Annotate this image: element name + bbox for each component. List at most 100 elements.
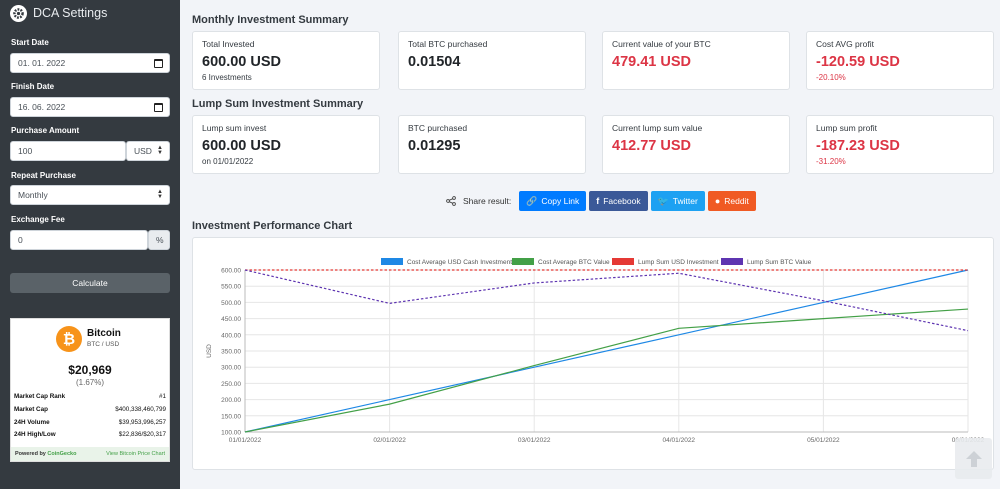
card-label: Current value of your BTC <box>612 39 711 49</box>
lump-summary-title: Lump Sum Investment Summary <box>192 98 364 110</box>
purchase-amount-input[interactable]: 100 <box>10 141 126 161</box>
card-label: Total BTC purchased <box>408 39 488 49</box>
card-value: 600.00 USD <box>202 54 281 70</box>
purchase-amount-value: 100 <box>18 146 33 156</box>
lump-sum-invest-card: Lump sum invest 600.00 USD on 01/01/2022 <box>192 115 380 174</box>
y-tick-label: 250.00 <box>221 381 241 388</box>
series-line-2 <box>244 308 969 433</box>
finish-date-input[interactable]: 16. 06. 2022 <box>10 97 170 117</box>
view-chart-link[interactable]: View Bitcoin Price Chart <box>106 451 165 457</box>
sidebar-title: DCA Settings <box>33 6 108 20</box>
y-tick-label: 400.00 <box>221 332 241 339</box>
sidebar: DCA Settings Start Date 01. 01. 2022 Fin… <box>0 0 180 489</box>
facebook-icon: f <box>596 196 600 206</box>
row-value: $39,953,996,257 <box>118 419 166 426</box>
row-value: $22,836/$20,317 <box>118 431 166 438</box>
card-value: 0.01295 <box>408 138 461 154</box>
share-icon <box>446 196 456 206</box>
calendar-icon[interactable] <box>154 103 163 112</box>
legend-swatch <box>512 258 534 265</box>
percent-addon: % <box>148 230 170 250</box>
card-value: 600.00 USD <box>202 138 281 154</box>
y-tick-label: 550.00 <box>221 284 241 291</box>
current-lump-sum-card: Current lump sum value 412.77 USD <box>602 115 790 174</box>
card-sub: -20.10% <box>816 73 846 82</box>
x-tick-label: 04/01/2022 <box>663 437 696 444</box>
facebook-button[interactable]: f Facebook <box>589 191 648 211</box>
bitcoin-logo-icon: ₿ <box>56 326 82 352</box>
row-key: 24H Volume <box>14 419 50 426</box>
reddit-icon: ● <box>714 196 721 206</box>
x-tick-label: 03/01/2022 <box>518 437 551 444</box>
repeat-purchase-label: Repeat Purchase <box>11 171 76 180</box>
start-date-label: Start Date <box>11 38 49 47</box>
button-label: Copy Link <box>541 196 580 206</box>
repeat-purchase-select[interactable]: Monthly ▲ ▼ <box>10 185 170 205</box>
y-tick-label: 500.00 <box>221 300 241 307</box>
start-date-input[interactable]: 01. 01. 2022 <box>10 53 170 73</box>
card-sub: 6 Investments <box>202 73 252 82</box>
legend-label: Lump Sum USD Investment <box>638 259 719 266</box>
card-value: -120.59 USD <box>816 54 900 70</box>
legend-swatch <box>721 258 743 265</box>
row-value: $400,338,460,799 <box>115 406 166 413</box>
powered-by: Powered by CoinGecko <box>15 451 76 457</box>
finish-date-label: Finish Date <box>11 82 55 91</box>
exchange-fee-label: Exchange Fee <box>11 215 65 224</box>
market-cap-row: Market Cap $400,338,460,799 <box>14 406 166 413</box>
button-label: Facebook <box>603 196 641 206</box>
button-label: Twitter <box>672 196 698 206</box>
coin-change: (1.67%) <box>75 378 104 387</box>
twitter-button[interactable]: 🐦 Twitter <box>650 191 705 211</box>
row-key: 24H High/Low <box>14 431 56 438</box>
currency-value: USD <box>134 146 152 156</box>
finish-date-value: 16. 06. 2022 <box>18 102 66 112</box>
legend-swatch <box>612 258 634 265</box>
legend-label: Lump Sum BTC Value <box>747 259 812 266</box>
reddit-button[interactable]: ● Reddit <box>707 191 756 211</box>
y-tick-label: 450.00 <box>221 316 241 323</box>
high-low-row: 24H High/Low $22,836/$20,317 <box>14 431 166 438</box>
card-value: 412.77 USD <box>612 138 691 154</box>
series-line-4 <box>244 269 969 332</box>
widget-footer: Powered by CoinGecko View Bitcoin Price … <box>11 447 169 461</box>
purchase-amount-label: Purchase Amount <box>11 126 80 135</box>
gear-icon <box>10 4 27 22</box>
card-value: 479.41 USD <box>612 54 691 70</box>
fee-unit: % <box>156 235 164 245</box>
twitter-icon: 🐦 <box>657 195 669 206</box>
card-label: Cost AVG profit <box>816 39 874 49</box>
market-cap-rank-row: Market Cap Rank #1 <box>14 393 166 400</box>
y-tick-label: 100.00 <box>221 430 241 437</box>
card-label: Lump sum invest <box>202 123 267 133</box>
repeat-purchase-value: Monthly <box>18 190 48 200</box>
x-tick-label: 02/01/2022 <box>373 437 406 444</box>
exchange-fee-input[interactable]: 0 <box>10 230 148 250</box>
performance-chart: 100.00 150.00 200.00 250.00 300.00 350.00 400.… <box>192 237 994 470</box>
start-date-value: 01. 01. 2022 <box>18 58 66 68</box>
copy-link-button[interactable]: 🔗 Copy Link <box>519 191 587 211</box>
calendar-icon[interactable] <box>154 59 163 68</box>
y-axis-label: USD <box>206 344 213 358</box>
row-key: Market Cap <box>14 406 48 413</box>
scroll-to-top-button[interactable] <box>955 438 992 479</box>
exchange-fee-value: 0 <box>18 235 23 245</box>
y-tick-label: 200.00 <box>221 397 241 404</box>
button-label: Reddit <box>724 196 749 206</box>
card-sub: on 01/01/2022 <box>202 157 254 166</box>
series-line-1 <box>244 269 969 433</box>
card-value: 0.01504 <box>408 54 461 70</box>
y-tick-label: 150.00 <box>221 413 241 420</box>
total-invested-card: Total Invested 600.00 USD 6 Investments <box>192 31 380 90</box>
x-tick-label: 05/01/2022 <box>807 437 840 444</box>
card-label: Current lump sum value <box>612 123 703 133</box>
chart-svg: 100.00 150.00 200.00 250.00 300.00 350.00 400.… <box>206 258 985 444</box>
select-arrows-icon: ▲ ▼ <box>157 145 163 156</box>
calculate-button[interactable]: Calculate <box>10 273 170 293</box>
row-value: #1 <box>158 393 166 400</box>
coingecko-link[interactable]: CoinGecko <box>47 451 77 457</box>
currency-select[interactable]: USD ▲ ▼ <box>126 141 170 161</box>
card-label: Lump sum profit <box>816 123 877 133</box>
coin-price: $20,969 <box>68 363 112 377</box>
select-arrows-icon: ▲ ▼ <box>157 189 163 200</box>
